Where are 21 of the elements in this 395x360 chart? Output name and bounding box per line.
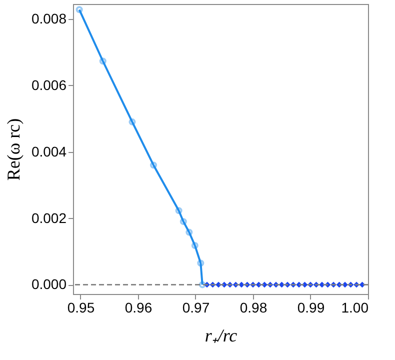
x-tick-label: 0.99 bbox=[297, 300, 325, 316]
point bbox=[99, 58, 106, 65]
point bbox=[180, 218, 187, 226]
y-axis-title: Re(ω rc) bbox=[3, 118, 24, 181]
x-axis-title: r₊/rc bbox=[204, 326, 238, 346]
point bbox=[191, 242, 198, 249]
point bbox=[186, 228, 193, 236]
y-tick-label: 0.002 bbox=[31, 210, 67, 226]
x-tick-label: 0.95 bbox=[67, 300, 95, 316]
y-tick-label: 0.004 bbox=[31, 143, 67, 160]
point bbox=[150, 162, 158, 169]
x-tick-label: 0.96 bbox=[124, 300, 152, 316]
x-tick-label: 1.00 bbox=[341, 300, 369, 316]
x-tick-label: 0.97 bbox=[182, 300, 210, 316]
point bbox=[175, 207, 182, 214]
y-tick-label: 0.000 bbox=[31, 276, 67, 292]
point bbox=[128, 118, 136, 126]
x-tick-label: 0.98 bbox=[240, 300, 268, 316]
point bbox=[197, 260, 204, 267]
y-tick-label: 0.008 bbox=[31, 10, 67, 26]
y-tick-label: 0.006 bbox=[31, 76, 67, 93]
